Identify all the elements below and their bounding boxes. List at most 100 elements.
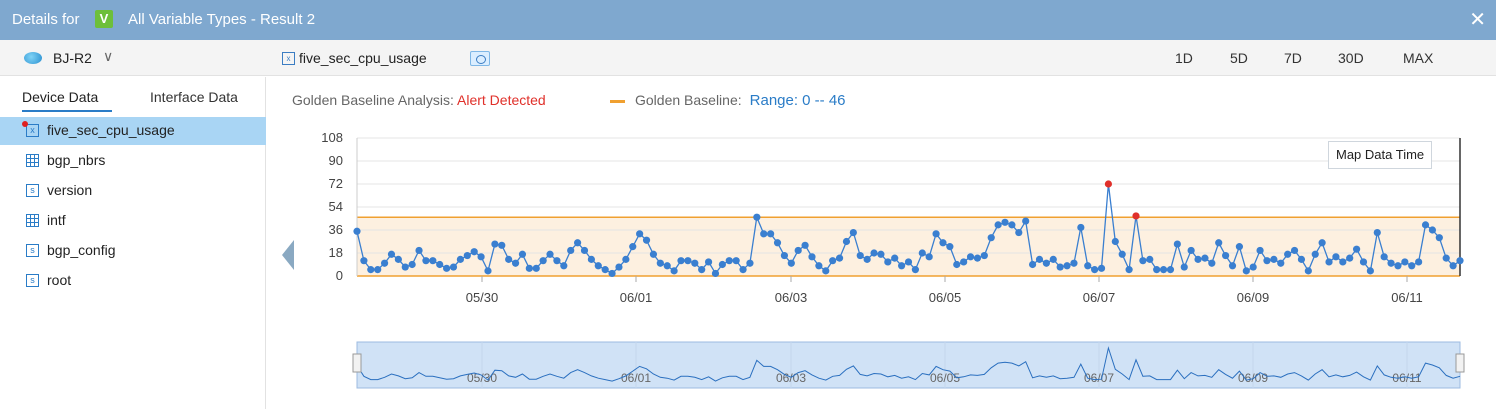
variable-item-root[interactable]: s root (0, 267, 266, 295)
tab-device-data[interactable]: Device Data (22, 89, 99, 105)
data-point (856, 251, 864, 260)
data-point (863, 255, 871, 263)
data-point (1166, 266, 1175, 274)
y-tick-label: 0 (336, 268, 343, 283)
data-point (711, 269, 720, 278)
variable-item-label: intf (47, 212, 66, 228)
data-point (553, 257, 561, 265)
navigator-right-handle[interactable] (1455, 353, 1465, 373)
data-point (767, 230, 775, 238)
data-point (732, 257, 740, 265)
variable-item-intf[interactable]: intf (0, 207, 266, 235)
data-point (1277, 259, 1285, 267)
data-point (532, 264, 540, 272)
range-5d-button[interactable]: 5D (1230, 50, 1248, 66)
data-point (380, 259, 389, 267)
variable-item-bgp-config[interactable]: s bgp_config (0, 237, 266, 265)
range-7d-button[interactable]: 7D (1284, 50, 1302, 66)
chart-variable-icon: x (282, 52, 295, 65)
data-point (753, 213, 761, 221)
data-point (1049, 255, 1057, 263)
data-point (684, 257, 692, 265)
data-point (808, 253, 816, 261)
variable-item-version[interactable]: s version (0, 177, 266, 205)
range-1d-button[interactable]: 1D (1175, 50, 1193, 66)
data-point (925, 253, 933, 261)
y-tick-label: 54 (329, 199, 343, 214)
range-max-button[interactable]: MAX (1403, 50, 1434, 66)
alert-point (1104, 180, 1113, 188)
alert-status: Alert Detected (457, 92, 546, 108)
data-point (1428, 226, 1437, 234)
alert-indicator (22, 121, 28, 127)
data-point (877, 250, 885, 258)
variable-item-bgp-nbrs[interactable]: bgp_nbrs (0, 147, 266, 175)
data-point (1352, 245, 1361, 253)
data-point (1035, 255, 1044, 263)
title-prefix: Details for (12, 11, 80, 28)
data-point (594, 262, 602, 270)
data-point (1380, 253, 1388, 261)
x-tick-label: 05/30 (466, 290, 499, 305)
range-30d-button[interactable]: 30D (1338, 50, 1364, 66)
data-point (1215, 239, 1223, 247)
window-title-bar: Details for V All Variable Types - Resul… (0, 0, 1496, 40)
data-point (539, 257, 547, 265)
chevron-down-icon[interactable]: ∨ (103, 48, 114, 64)
eye-icon[interactable] (470, 51, 490, 66)
data-point (973, 254, 982, 262)
variable-item-label: bgp_config (47, 242, 116, 258)
data-point (1187, 246, 1195, 255)
y-tick-label: 36 (329, 222, 343, 237)
tab-interface-data[interactable]: Interface Data (150, 89, 238, 105)
data-point (511, 259, 520, 267)
data-point (477, 253, 485, 261)
data-point (960, 258, 968, 266)
data-point (904, 258, 913, 266)
data-point (1256, 246, 1264, 255)
data-point (1442, 254, 1450, 262)
chart-variable-icon: x (26, 124, 39, 137)
navigator-left-handle[interactable] (352, 353, 362, 373)
data-point (353, 227, 361, 235)
navigator-tick-label: 06/07 (1084, 371, 1114, 385)
data-point (1001, 218, 1009, 226)
variable-item-label: five_sec_cpu_usage (47, 122, 175, 138)
baseline-range[interactable]: Range: 0 -- 46 (749, 92, 846, 109)
variable-logo-icon: V (95, 10, 113, 28)
data-point (704, 258, 713, 266)
data-point (1339, 258, 1347, 266)
data-point (677, 257, 685, 265)
data-point (1290, 246, 1299, 255)
data-point (953, 260, 961, 269)
data-point (1208, 259, 1216, 267)
close-icon[interactable]: ✕ (1469, 9, 1486, 31)
variable-item-label: root (47, 272, 72, 288)
data-point (946, 243, 954, 251)
string-variable-icon: s (26, 274, 39, 287)
cpu-usage-chart[interactable]: 0 18 36 54 72 90 108 05/30 06/01 06/03 06/05 06/07 0… (270, 120, 1480, 400)
data-point (1297, 255, 1306, 263)
device-selector[interactable]: BJ-R2 (53, 50, 92, 66)
data-point (360, 257, 368, 265)
scroll-left-arrow-icon[interactable] (282, 240, 294, 270)
data-point (387, 250, 396, 258)
map-data-time-button[interactable]: Map Data Time (1328, 141, 1433, 169)
data-point (649, 250, 658, 258)
data-point (1077, 223, 1085, 232)
data-point (1366, 267, 1374, 275)
data-point (443, 264, 451, 272)
data-point (1394, 262, 1402, 270)
variable-item-five-sec-cpu-usage[interactable]: x five_sec_cpu_usage (0, 117, 266, 145)
x-tick-label: 06/05 (929, 290, 962, 305)
data-point (1091, 266, 1099, 274)
data-point (415, 246, 423, 255)
data-point (842, 237, 851, 246)
data-point (760, 230, 768, 238)
router-icon (24, 52, 42, 64)
data-point (1332, 253, 1340, 261)
data-point (1097, 264, 1106, 272)
data-point (470, 248, 478, 256)
data-point (567, 246, 575, 255)
data-point (849, 228, 857, 237)
